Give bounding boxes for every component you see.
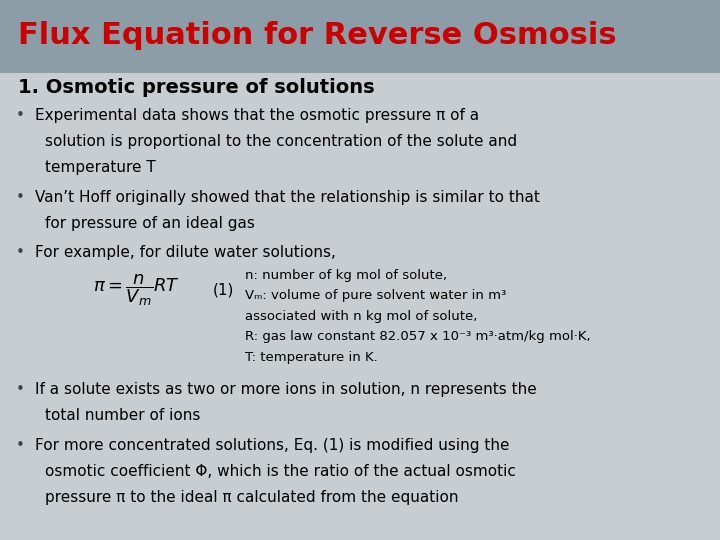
- Text: total number of ions: total number of ions: [45, 408, 201, 423]
- Text: pressure π to the ideal π calculated from the equation: pressure π to the ideal π calculated fro…: [45, 490, 459, 505]
- Text: For more concentrated solutions, Eq. (1) is modified using the: For more concentrated solutions, Eq. (1)…: [35, 438, 509, 453]
- Text: R: gas law constant 82.057 x 10⁻³ m³·atm/kg mol·K,: R: gas law constant 82.057 x 10⁻³ m³·atm…: [245, 330, 590, 343]
- Text: 1. Osmotic pressure of solutions: 1. Osmotic pressure of solutions: [18, 78, 374, 97]
- Text: Experimental data shows that the osmotic pressure π of a: Experimental data shows that the osmotic…: [35, 108, 479, 123]
- Text: $\pi = \dfrac{n}{V_m} RT$: $\pi = \dfrac{n}{V_m} RT$: [94, 273, 180, 308]
- Text: •: •: [16, 382, 24, 397]
- Text: (1): (1): [212, 283, 234, 298]
- Text: n: number of kg mol of solute,: n: number of kg mol of solute,: [245, 269, 447, 282]
- Text: •: •: [16, 245, 24, 260]
- Text: temperature Τ: temperature Τ: [45, 160, 156, 175]
- Text: Vₘ: volume of pure solvent water in m³: Vₘ: volume of pure solvent water in m³: [245, 289, 506, 302]
- Text: •: •: [16, 438, 24, 453]
- Text: associated with n kg mol of solute,: associated with n kg mol of solute,: [245, 310, 477, 323]
- Text: T: temperature in K.: T: temperature in K.: [245, 351, 377, 364]
- Text: osmotic coefficient Φ, which is the ratio of the actual osmotic: osmotic coefficient Φ, which is the rati…: [45, 464, 516, 479]
- Text: For example, for dilute water solutions,: For example, for dilute water solutions,: [35, 245, 336, 260]
- Text: Flux Equation for Reverse Osmosis: Flux Equation for Reverse Osmosis: [18, 21, 616, 50]
- Text: Van’t Hoff originally showed that the relationship is similar to that: Van’t Hoff originally showed that the re…: [35, 190, 539, 205]
- Text: solution is proportional to the concentration of the solute and: solution is proportional to the concentr…: [45, 134, 518, 149]
- Text: •: •: [16, 108, 24, 123]
- Bar: [0, 0, 720, 73]
- Text: for pressure of an ideal gas: for pressure of an ideal gas: [45, 215, 255, 231]
- Text: If a solute exists as two or more ions in solution, n represents the: If a solute exists as two or more ions i…: [35, 382, 536, 397]
- Text: •: •: [16, 190, 24, 205]
